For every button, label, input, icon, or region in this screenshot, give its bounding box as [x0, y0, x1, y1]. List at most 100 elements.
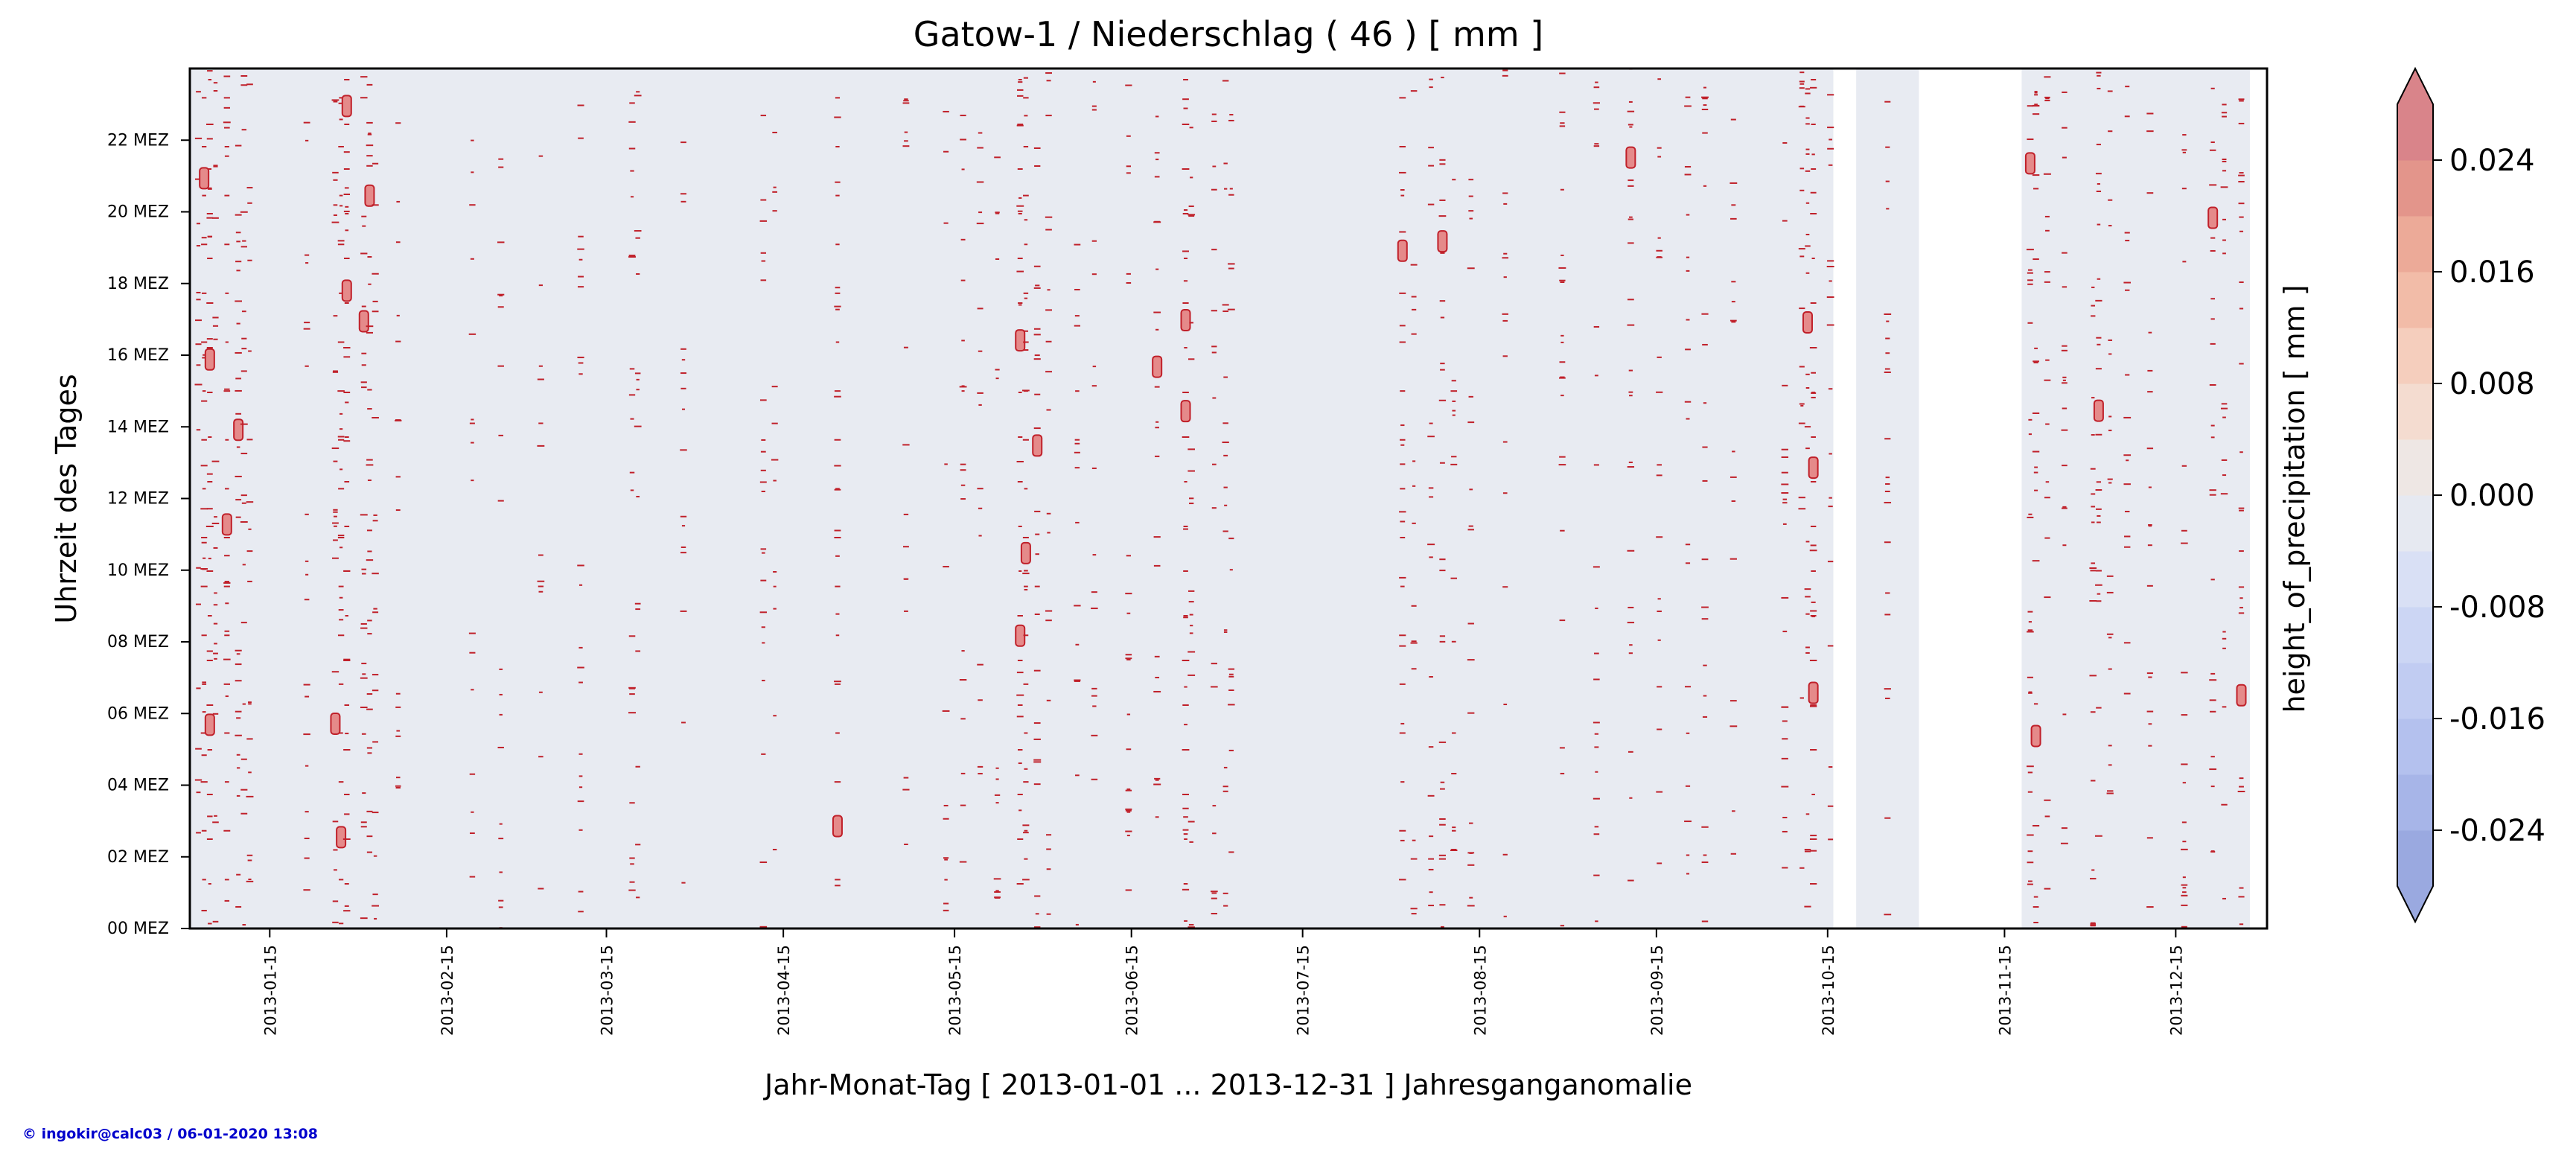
rain-day [2220, 103, 2228, 899]
x-tick-label: 2013-09-15 [1648, 945, 1666, 1036]
rain-day [1180, 79, 1191, 929]
rain-day [1781, 141, 1789, 869]
rain-day [628, 102, 637, 891]
y-tick-label: 08 MEZ [107, 633, 169, 652]
rain-day [194, 91, 203, 834]
rain-intensity-blob [1015, 329, 1026, 352]
rain-day [2093, 71, 2104, 837]
rain-day [1593, 81, 1600, 923]
colorbar-tick-label: 0.000 [2449, 479, 2535, 513]
rain-day [2043, 76, 2051, 890]
rain-intensity-blob [330, 713, 341, 736]
y-tick-label: 04 MEZ [107, 777, 169, 795]
rain-day [1227, 114, 1235, 853]
rain-day [2146, 112, 2154, 908]
y-axis-label: Uhrzeit des Tages [50, 374, 83, 623]
x-tick-label: 2013-12-15 [2167, 945, 2185, 1036]
rain-intensity-blob [336, 826, 347, 849]
rain-day [364, 83, 375, 853]
colorbar-extend-max [2397, 69, 2433, 104]
rain-day [1187, 127, 1196, 928]
rain-day [211, 82, 220, 923]
rain-intensity-blob [1437, 230, 1448, 253]
rain-day [634, 91, 642, 899]
y-axis: 00 MEZ 02 MEZ 04 MEZ 06 MEZ 08 MEZ 10 MEZ 12 M… [107, 131, 190, 938]
colorbar-tick-label: -0.024 [2449, 814, 2545, 848]
rain-day [976, 132, 984, 775]
x-tick-label: 2013-10-15 [1820, 945, 1837, 1036]
rain-day [1684, 96, 1692, 875]
rain-intensity-blob [2236, 684, 2247, 707]
rain-day [2024, 105, 2035, 885]
rain-day [1502, 69, 1509, 917]
y-tick-label: 20 MEZ [107, 203, 169, 222]
colorbar-extend-min [2397, 886, 2433, 922]
colorbar-level [2397, 774, 2433, 831]
rain-day [246, 83, 254, 882]
missing-data-period [1919, 69, 2022, 928]
missing-data-period [2250, 69, 2267, 928]
x-tick-label: 2013-03-15 [599, 945, 616, 1036]
x-axis: 2013-01-15 2013-02-15 2013-03-15 2013-04-15… [261, 928, 2185, 1036]
rain-day [2181, 134, 2188, 928]
rain-day [1450, 179, 1458, 852]
rain-day [1410, 90, 1418, 915]
rain-day [204, 70, 215, 929]
colorbar-outline [2397, 66, 2434, 924]
rain-intensity-blob [2207, 206, 2219, 229]
colorbar: 0.024 0.016 0.008 0.000 -0.008 -0.016 -0.024 [2397, 66, 2545, 924]
rain-day [1884, 101, 1892, 916]
x-tick-label: 2013-06-15 [1123, 945, 1141, 1036]
colorbar-level [2397, 719, 2433, 775]
precipitation-events-layer [194, 68, 2247, 929]
y-tick-label: 18 MEZ [107, 275, 169, 293]
rain-day [1467, 179, 1475, 907]
rain-intensity-blob [1808, 681, 1819, 704]
colorbar-level [2397, 272, 2433, 328]
rain-day [395, 122, 402, 789]
chart-title: Gatow-1 / Niederschlag ( 46 ) [ mm ] [914, 14, 1543, 54]
rain-intensity-blob [1625, 146, 1636, 169]
colorbar-level [2397, 439, 2433, 496]
x-axis-label: Jahr-Monat-Tag [ 2013-01-01 ... 2013-12-… [763, 1068, 1692, 1101]
rain-day [577, 104, 584, 913]
rain-intensity-blob [1802, 310, 1813, 334]
rain-day [1222, 80, 1229, 907]
y-tick-label: 06 MEZ [107, 704, 169, 723]
rain-day [1558, 72, 1566, 927]
rain-day [341, 79, 352, 929]
rain-day [336, 97, 347, 929]
rain-day [537, 155, 545, 890]
rain-day [1074, 243, 1081, 926]
colorbar-level [2397, 551, 2433, 608]
x-tick-label: 2013-04-15 [775, 945, 793, 1036]
rain-intensity-blob [1180, 309, 1191, 332]
rain-day [2123, 86, 2132, 695]
rain-day [358, 76, 369, 920]
colorbar-level [2397, 160, 2433, 217]
y-tick-label: 16 MEZ [107, 346, 169, 365]
rain-intensity-blob [364, 184, 375, 207]
colorbar-level [2397, 830, 2433, 887]
colorbar-label: height_of_precipitation [ mm ] [2278, 284, 2311, 713]
rain-day [1125, 84, 1132, 891]
rain-day [2089, 286, 2097, 927]
x-tick-label: 2013-05-15 [946, 945, 964, 1036]
x-tick-label: 2013-01-15 [261, 945, 279, 1036]
rain-day [1032, 147, 1043, 928]
colorbar-tick-label: 0.008 [2449, 367, 2535, 401]
rain-intensity-blob [204, 348, 215, 371]
rain-intensity-blob [1032, 434, 1043, 457]
colorbar-tick-label: 0.016 [2449, 255, 2535, 290]
rain-intensity-blob [1180, 400, 1191, 423]
rain-intensity-blob [204, 713, 215, 736]
colorbar-level [2397, 663, 2433, 719]
rain-intensity-blob [199, 167, 210, 190]
x-tick-label: 2013-07-15 [1295, 945, 1313, 1036]
rain-day [902, 98, 910, 845]
rain-day [1045, 72, 1053, 915]
rain-day [2060, 91, 2068, 844]
rain-day [2030, 91, 2041, 924]
y-tick-label: 22 MEZ [107, 131, 169, 150]
rain-day [2106, 90, 2114, 794]
